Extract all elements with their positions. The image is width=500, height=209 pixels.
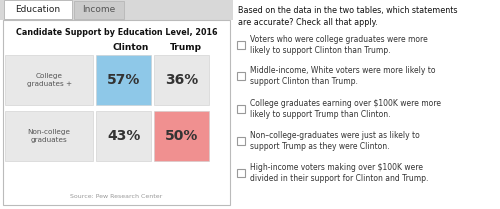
Text: Non-college
graduates: Non-college graduates [28, 129, 70, 143]
Bar [5, 111, 94, 161]
Text: Candidate Support by Education Level, 2016: Candidate Support by Education Level, 20… [16, 28, 217, 37]
Text: Income: Income [82, 5, 116, 14]
Text: High-income voters making over $100K were
divided in their support for Clinton a: High-income voters making over $100K wer… [250, 163, 428, 183]
Text: 36%: 36% [164, 73, 198, 87]
Text: Trump: Trump [170, 43, 202, 52]
Text: Based on the data in the two tables, which statements
are accurate? Check all th: Based on the data in the two tables, whi… [238, 6, 457, 27]
Bar [236, 169, 244, 177]
Bar [96, 55, 151, 105]
Text: Non–college-graduates were just as likely to
support Trump as they were Clinton.: Non–college-graduates were just as likel… [250, 131, 419, 151]
Text: Voters who were college graduates were more
likely to support Clinton than Trump: Voters who were college graduates were m… [250, 35, 427, 55]
Bar [236, 105, 244, 113]
Bar [96, 111, 151, 161]
Text: 50%: 50% [164, 129, 198, 143]
Bar [5, 55, 94, 105]
Text: Middle-income, White voters were more likely to
support Clinton than Trump.: Middle-income, White voters were more li… [250, 66, 435, 86]
Bar [74, 1, 124, 19]
Text: 57%: 57% [107, 73, 140, 87]
Text: Clinton: Clinton [112, 43, 148, 52]
Text: College
graduates +: College graduates + [26, 73, 72, 87]
Bar [154, 55, 208, 105]
Bar [0, 0, 232, 20]
Text: 43%: 43% [107, 129, 140, 143]
Bar [236, 137, 244, 145]
Bar [4, 0, 72, 19]
Bar [3, 20, 230, 205]
Text: Source: Pew Research Center: Source: Pew Research Center [70, 195, 162, 200]
Bar [236, 41, 244, 49]
Bar [236, 72, 244, 80]
Bar [154, 111, 208, 161]
Text: Education: Education [16, 5, 60, 14]
Text: College graduates earning over $100K were more
likely to support Trump than Clin: College graduates earning over $100K wer… [250, 99, 440, 119]
